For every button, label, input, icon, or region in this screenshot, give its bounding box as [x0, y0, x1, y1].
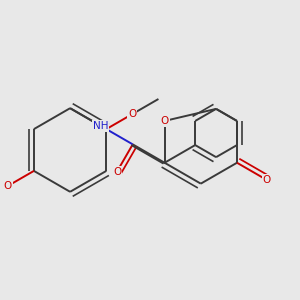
Text: O: O	[4, 181, 12, 191]
Text: O: O	[160, 116, 169, 126]
Text: NH: NH	[93, 121, 109, 131]
Text: O: O	[113, 167, 121, 176]
Text: O: O	[262, 175, 271, 185]
Text: O: O	[128, 109, 136, 119]
